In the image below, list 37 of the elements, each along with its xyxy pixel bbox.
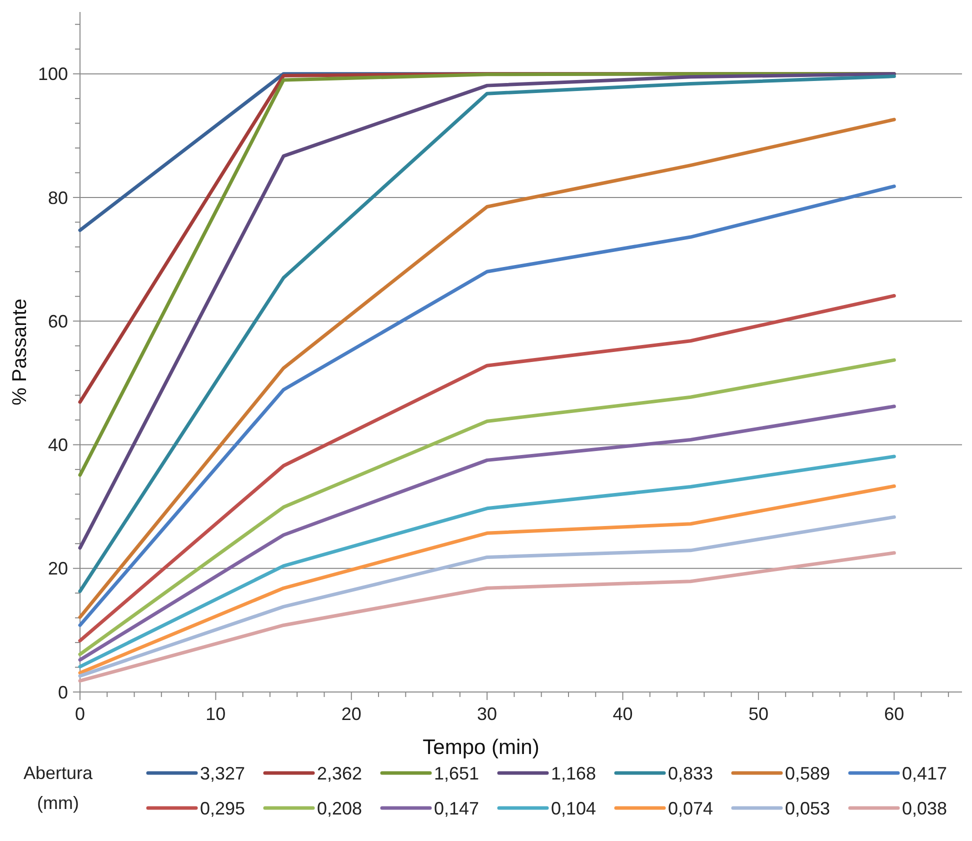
y-tick-label: 100	[38, 64, 68, 84]
x-axis-title: Tempo (min)	[422, 736, 540, 759]
line-series	[78, 294, 896, 642]
legend-label: 0,417	[902, 763, 948, 784]
legend-label: 0,295	[200, 798, 246, 818]
y-tick-label: 60	[48, 311, 68, 332]
legend-label: 2,362	[317, 763, 362, 784]
line-series	[78, 551, 896, 683]
legend-label: 0,833	[668, 763, 714, 784]
line-series	[78, 515, 896, 678]
legend-label: 1,168	[551, 763, 596, 784]
legend-label: 0,074	[668, 798, 714, 818]
x-tick-label: 50	[748, 704, 768, 724]
legend-label: 1,651	[434, 763, 480, 784]
legend-label: 0,208	[317, 798, 362, 818]
y-tick-label: 0	[58, 682, 68, 702]
y-tick-label: 20	[48, 558, 68, 579]
legend-label: 3,327	[200, 763, 246, 784]
x-tick-label: 60	[884, 704, 904, 724]
line-series	[78, 484, 896, 675]
line-series	[78, 454, 896, 668]
legend-label: 0,104	[551, 798, 596, 818]
x-tick-label: 10	[206, 704, 226, 724]
x-tick-label: 20	[341, 704, 362, 724]
x-tick-label: 30	[477, 704, 498, 724]
x-tick-label: 0	[74, 704, 86, 724]
legend-label: 0,053	[785, 798, 830, 818]
legend-label: 0,038	[902, 798, 948, 818]
legend-label: 0,589	[785, 763, 830, 784]
legend-label: 0,147	[434, 798, 480, 818]
y-axis-title: % Passante	[9, 298, 31, 406]
legend-title: Abertura (mm)	[23, 763, 94, 813]
line-series	[78, 358, 896, 656]
y-tick-label: 80	[48, 188, 68, 208]
x-tick-label: 40	[612, 704, 633, 724]
y-tick-label: 40	[48, 435, 68, 456]
line-series	[78, 404, 896, 662]
